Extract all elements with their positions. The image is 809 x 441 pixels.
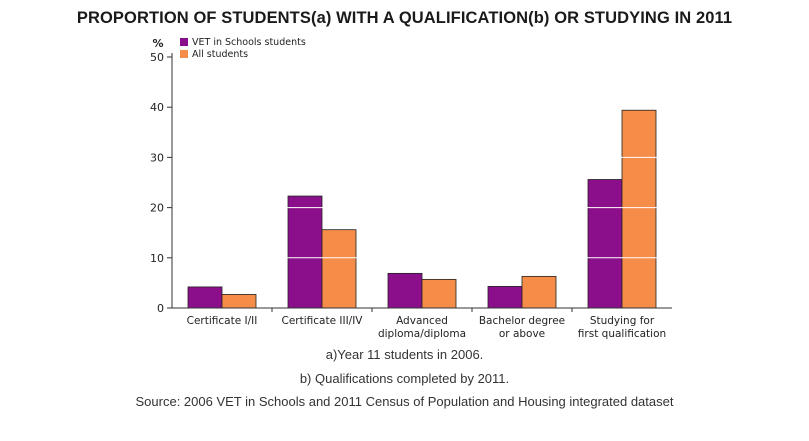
bar-vet: [187, 286, 223, 309]
bar-all: [221, 294, 257, 309]
y-tick-label: 30: [150, 151, 164, 164]
y-axis-label: %: [152, 37, 163, 50]
y-tick-label: 0: [157, 302, 164, 315]
source-note: Source: 2006 VET in Schools and 2011 Cen…: [135, 394, 674, 409]
x-tick-label: Bachelor degree: [479, 315, 565, 327]
gridlines: [172, 56, 672, 259]
bars: [187, 109, 657, 309]
y-tick-label: 40: [150, 101, 164, 114]
axes: 0 10 20 30 40 50% Certificate I/II Certificate …: [150, 37, 672, 340]
legend-label: All students: [192, 49, 248, 60]
x-tick-label: Advanced: [396, 315, 448, 327]
bar-vet: [287, 195, 323, 309]
y-tick-label: 10: [150, 252, 164, 265]
x-tick-label: first qualification: [578, 328, 666, 340]
footnote-a: a)Year 11 students in 2006.: [325, 347, 484, 362]
bar-vet: [587, 179, 623, 309]
legend-label: VET in Schools students: [192, 37, 306, 48]
bar-vet: [387, 272, 423, 309]
x-tick-label: or above: [499, 328, 545, 340]
x-tick-label: Certificate I/II: [187, 315, 258, 327]
bar-vet: [487, 286, 523, 309]
legend-swatch: [180, 38, 188, 46]
chart-title: PROPORTION OF STUDENTS(a) WITH A QUALIFI…: [76, 9, 733, 27]
x-tick-label: Studying for: [590, 315, 655, 327]
x-tick-label: Certificate III/IV: [282, 315, 364, 327]
bar-all: [421, 278, 457, 309]
bar-all: [521, 275, 557, 309]
y-tick-label: 50: [150, 51, 164, 64]
y-tick-label: 20: [150, 202, 164, 215]
x-tick-label: diploma/diploma: [378, 328, 466, 340]
bar-all: [321, 229, 357, 309]
footnote-b: b) Qualifications completed by 2011.: [299, 371, 510, 386]
legend-swatch: [180, 50, 188, 58]
bar-all: [621, 109, 657, 309]
